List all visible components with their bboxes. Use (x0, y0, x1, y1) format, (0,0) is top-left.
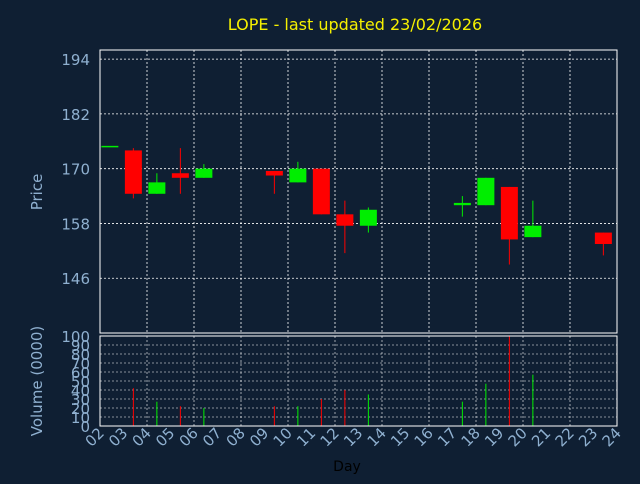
x-tick-label: 11 (293, 424, 319, 450)
x-tick-label: 07 (199, 424, 225, 450)
candle-body (594, 232, 612, 244)
volume-tick-label: 10 (71, 409, 90, 427)
x-tick-label: 12 (317, 424, 343, 450)
x-tick-label: 22 (552, 424, 578, 450)
x-tick-label: 21 (528, 424, 554, 450)
candle-body (359, 209, 377, 226)
volume-tick-label: 100 (61, 328, 90, 346)
x-tick-label: 24 (599, 424, 625, 450)
x-tick-label: 19 (481, 424, 507, 450)
volume-tick-label: 20 (71, 400, 90, 418)
volume-tick-label: 40 (71, 382, 90, 400)
price-tick-label: 170 (61, 161, 90, 179)
x-axis-label: Day (333, 459, 361, 475)
price-tick-label: 182 (61, 106, 90, 124)
x-tick-label: 16 (411, 424, 437, 450)
chart-title: LOPE - last updated 23/02/2026 (228, 15, 482, 34)
volume-tick-label: 50 (71, 373, 90, 391)
x-tick-label: 18 (458, 424, 484, 450)
candle-body (336, 214, 354, 226)
x-tick-label: 10 (270, 424, 296, 450)
x-tick-label: 04 (129, 424, 155, 450)
x-tick-label: 03 (105, 424, 131, 450)
price-grid (100, 50, 617, 333)
volume-tick-label: 30 (71, 391, 90, 409)
x-tick-label: 20 (505, 424, 531, 450)
price-tick-label: 158 (61, 215, 90, 233)
candle-body (524, 225, 542, 238)
x-tick-labels: 0203040506070809101112131415161718192021… (82, 424, 625, 450)
x-tick-label: 23 (575, 424, 601, 450)
candle-body (477, 177, 495, 206)
volume-tick-label: 90 (71, 337, 90, 355)
price-axis-label: Price (28, 174, 46, 211)
candle-body (124, 150, 142, 194)
volume-tick-label: 80 (71, 346, 90, 364)
price-tick-label: 194 (61, 51, 90, 69)
volume-axis-label: Volume (0000) (28, 326, 46, 436)
candle-body (453, 202, 471, 206)
candle-body (101, 145, 119, 148)
price-panel-frame (99, 49, 618, 334)
x-tick-label: 13 (340, 424, 366, 450)
x-tick-label: 06 (176, 424, 202, 450)
x-tick-label: 15 (387, 424, 413, 450)
x-tick-label: 05 (152, 424, 178, 450)
volume-tick-label: 60 (71, 364, 90, 382)
x-tick-label: 09 (246, 424, 272, 450)
volume-tick-label: 0 (80, 418, 90, 436)
x-tick-label: 17 (434, 424, 460, 450)
x-tick-label: 14 (364, 424, 390, 450)
candle-body (195, 168, 213, 178)
candle-body (265, 170, 283, 176)
x-tick-label: 08 (223, 424, 249, 450)
volume-bars (132, 336, 534, 426)
price-tick-labels: 146 158 170 182 194 (61, 51, 90, 288)
candle-body (312, 168, 330, 215)
price-tick-label: 146 (61, 270, 90, 288)
candle-body (148, 182, 166, 194)
candle-body (500, 186, 518, 240)
volume-panel-frame (99, 335, 618, 427)
volume-grid (100, 335, 617, 427)
price-candles (101, 145, 612, 265)
candle-body (171, 173, 189, 178)
volume-tick-label: 70 (71, 355, 90, 373)
candle-body (289, 168, 307, 183)
